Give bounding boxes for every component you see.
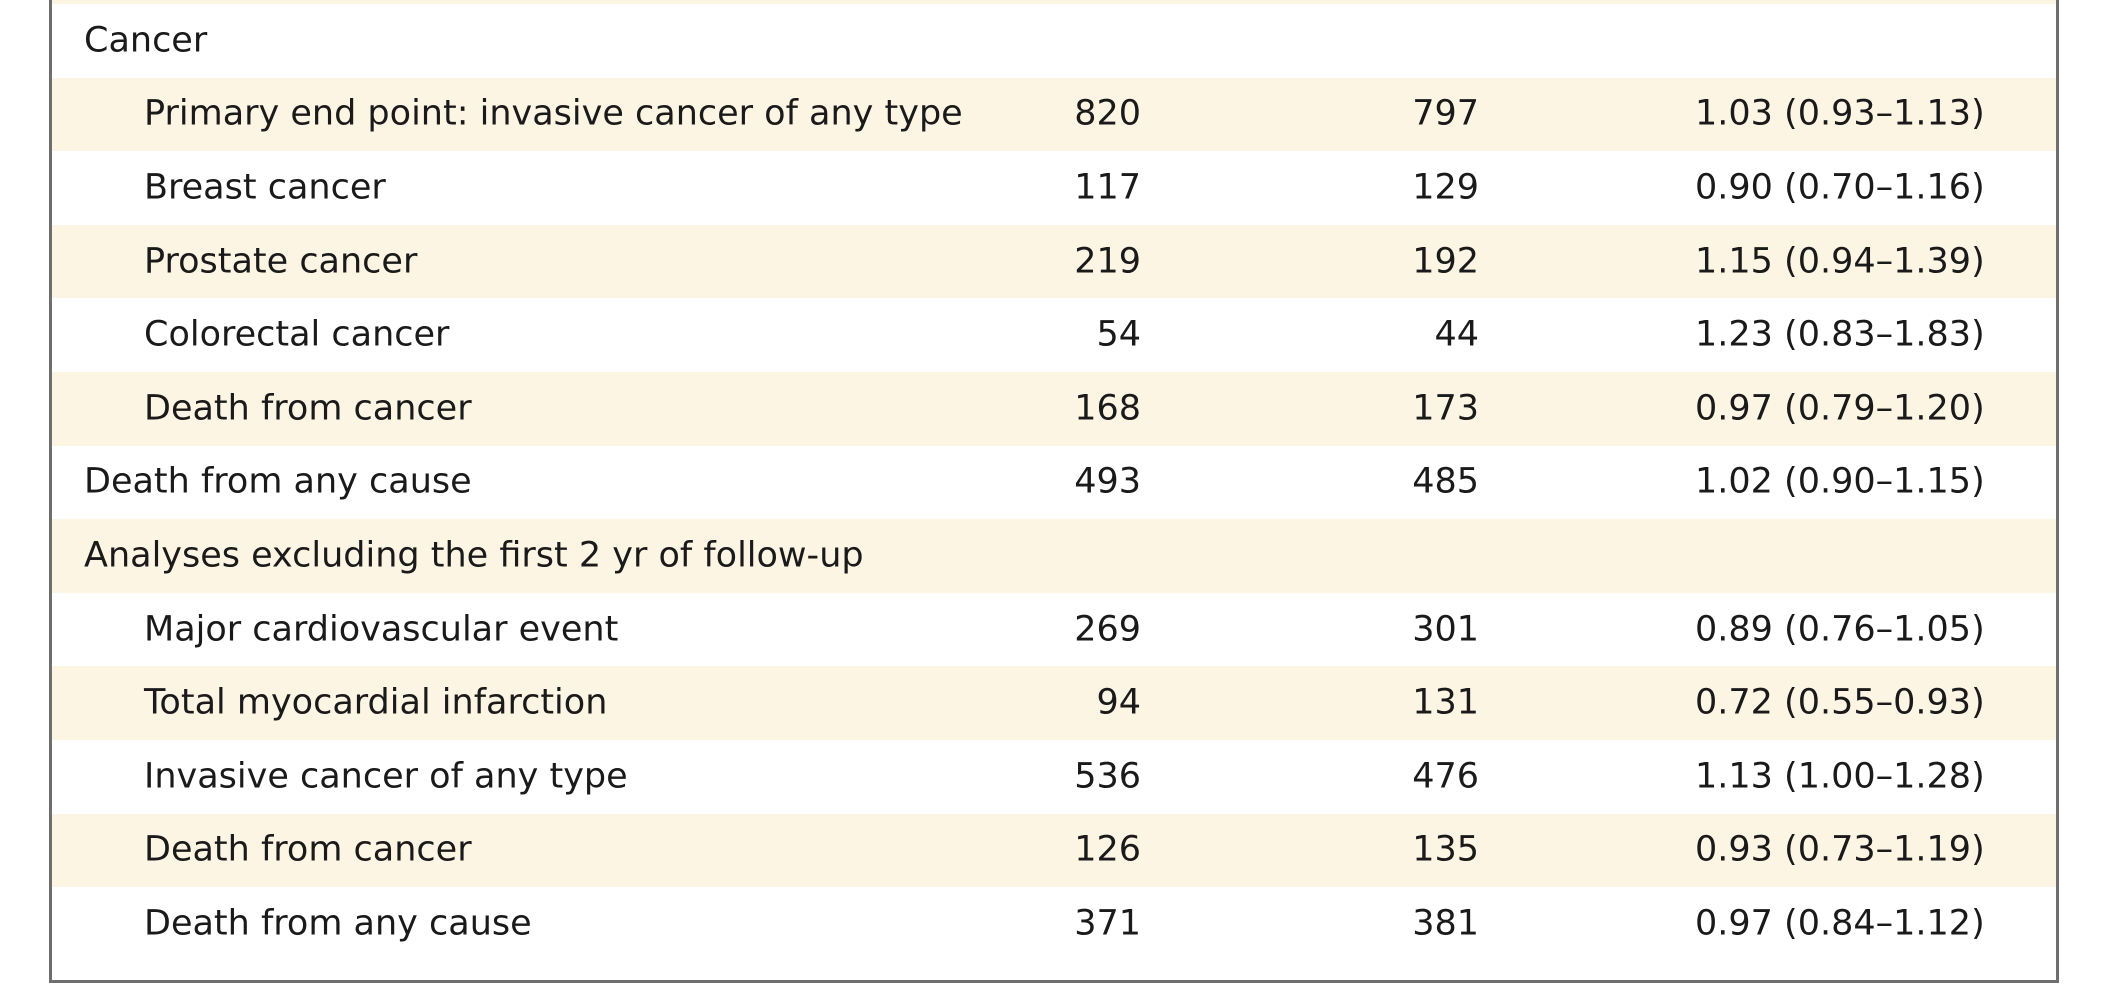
row-label: Major cardiovascular event [144,609,619,650]
row-label: Primary end point: invasive cancer of an… [144,93,963,134]
row-label: Breast cancer [144,167,386,208]
count-group-1: 536 [1074,756,1141,797]
count-group-1: 820 [1074,93,1141,134]
count-group-2: 131 [1412,682,1479,723]
count-group-2: 485 [1412,461,1479,502]
count-group-1: 493 [1074,461,1141,502]
hazard-ratio: 0.97 (0.84–1.12) [1695,903,1985,944]
count-group-1: 168 [1074,388,1141,429]
row-label: Prostate cancer [144,241,418,282]
table-section-row: Cancer [52,4,2056,78]
hazard-ratio: 0.93 (0.73–1.19) [1695,829,1985,870]
hazard-ratio: 1.23 (0.83–1.83) [1695,314,1985,355]
table-row: Death from cancer 168 173 0.97 (0.79–1.20) [52,371,2056,446]
table-section-row: Death from any cause 493 485 1.02 (0.90–1.1… [52,446,2056,520]
hazard-ratio: 1.02 (0.90–1.15) [1695,461,1985,502]
table-row: Breast cancer 117 129 0.90 (0.70–1.16) [52,151,2056,225]
count-group-2: 476 [1412,756,1479,797]
table-row: Primary end point: invasive cancer of an… [52,77,2056,152]
results-table: Cancer Primary end point: invasive cancer… [49,0,2059,983]
count-group-2: 129 [1412,167,1479,208]
count-group-2: 135 [1412,829,1479,870]
row-label: Death from any cause [144,903,532,944]
count-group-1: 219 [1074,241,1141,282]
count-group-2: 44 [1434,314,1479,355]
count-group-2: 301 [1412,609,1479,650]
row-label: Total myocardial infarction [144,682,608,723]
row-label: Invasive cancer of any type [144,756,628,797]
hazard-ratio: 0.72 (0.55–0.93) [1695,682,1985,723]
count-group-1: 269 [1074,609,1141,650]
count-group-1: 117 [1074,167,1141,208]
count-group-1: 54 [1096,314,1141,355]
count-group-1: 126 [1074,829,1141,870]
row-label: Death from any cause [84,461,472,502]
row-label: Colorectal cancer [144,314,450,355]
table-row: Total myocardial infarction 94 131 0.72 (0.… [52,666,2056,740]
table-body: Cancer Primary end point: invasive cancer… [52,4,2056,961]
table-row: Invasive cancer of any type 536 476 1.13 (1… [52,740,2056,814]
hazard-ratio: 0.90 (0.70–1.16) [1695,167,1985,208]
hazard-ratio: 1.13 (1.00–1.28) [1695,756,1985,797]
row-label: Death from cancer [144,388,472,429]
count-group-2: 797 [1412,93,1479,134]
count-group-2: 381 [1412,903,1479,944]
hazard-ratio: 1.03 (0.93–1.13) [1695,93,1985,134]
count-group-1: 371 [1074,903,1141,944]
table-row: Death from cancer 126 135 0.93 (0.73–1.19) [52,813,2056,888]
count-group-2: 173 [1412,388,1479,429]
count-group-1: 94 [1096,682,1141,723]
row-label: Cancer [84,20,208,61]
hazard-ratio: 1.15 (0.94–1.39) [1695,241,1985,282]
hazard-ratio: 0.97 (0.79–1.20) [1695,388,1985,429]
table-row: Colorectal cancer 54 44 1.23 (0.83–1.83) [52,298,2056,372]
table-section-row: Analyses excluding the first 2 yr of fol… [52,519,2056,593]
row-label: Death from cancer [144,829,472,870]
table-row: Major cardiovascular event 269 301 0.89 (0.… [52,593,2056,667]
table-row: Prostate cancer 219 192 1.15 (0.94–1.39) [52,224,2056,299]
hazard-ratio: 0.89 (0.76–1.05) [1695,609,1985,650]
row-label: Analyses excluding the first 2 yr of fol… [84,535,864,576]
table-top-strip [52,0,2056,4]
table-row: Death from any cause 371 381 0.97 (0.84–1.1… [52,887,2056,961]
count-group-2: 192 [1412,241,1479,282]
